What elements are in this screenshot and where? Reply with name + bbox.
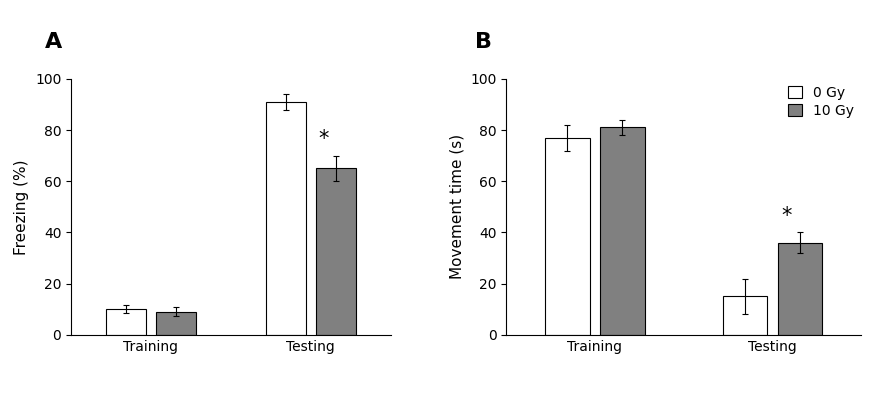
Text: A: A — [44, 32, 61, 52]
Text: *: * — [781, 206, 791, 226]
Bar — [155, 312, 195, 335]
Bar — [723, 297, 767, 335]
Bar — [107, 309, 147, 335]
Y-axis label: Freezing (%): Freezing (%) — [14, 159, 29, 255]
Legend: 0 Gy, 10 Gy: 0 Gy, 10 Gy — [789, 86, 854, 118]
Text: *: * — [318, 129, 329, 149]
Bar — [600, 127, 645, 335]
Bar — [315, 169, 355, 335]
Bar — [266, 102, 306, 335]
Y-axis label: Movement time (s): Movement time (s) — [449, 134, 464, 279]
Bar — [545, 138, 590, 335]
Bar — [778, 243, 822, 335]
Text: B: B — [475, 32, 492, 52]
